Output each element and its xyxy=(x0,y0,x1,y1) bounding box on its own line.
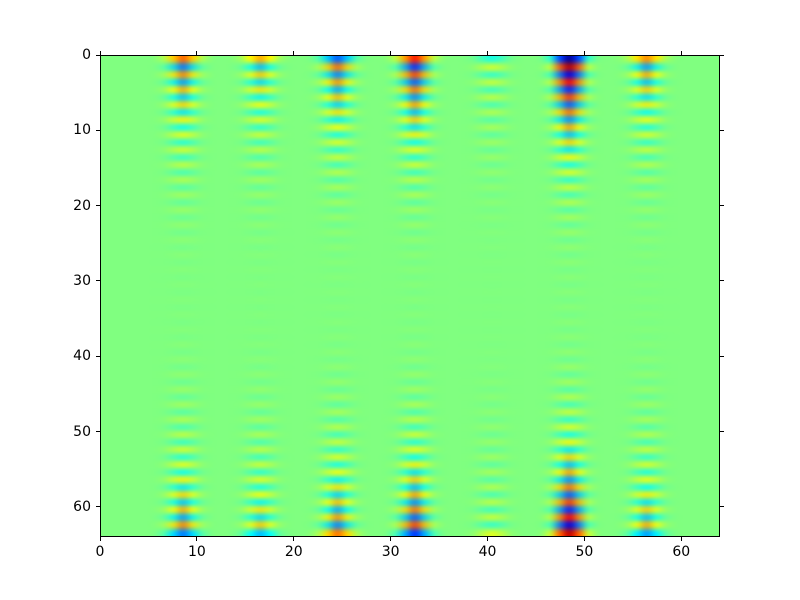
y-tick-mark-right xyxy=(720,54,724,56)
x-tick-mark-top xyxy=(680,51,682,55)
x-tick-label: 50 xyxy=(575,544,594,560)
y-tick-label: 30 xyxy=(73,272,91,289)
x-tick-mark-top xyxy=(583,51,585,55)
y-tick-label: 60 xyxy=(73,498,91,515)
y-tick-mark xyxy=(96,129,100,131)
x-tick-mark xyxy=(583,537,585,541)
y-tick-label: 0 xyxy=(82,47,91,63)
heatmap-axes xyxy=(100,55,720,537)
x-tick-mark-top xyxy=(196,51,198,55)
y-tick-mark xyxy=(96,506,100,508)
x-tick-mark xyxy=(196,537,198,541)
y-tick-mark-right xyxy=(720,129,724,131)
x-tick-mark-top xyxy=(390,51,392,55)
y-tick-mark xyxy=(96,54,100,56)
y-tick-mark xyxy=(96,280,100,282)
y-tick-label: 50 xyxy=(73,423,91,440)
x-tick-mark-top xyxy=(487,51,488,55)
y-tick-mark xyxy=(96,205,100,207)
x-tick-label: 40 xyxy=(478,544,497,560)
y-tick-mark-right xyxy=(720,205,724,207)
x-tick-mark xyxy=(680,537,682,541)
x-tick-mark xyxy=(99,537,101,541)
x-tick-mark-top xyxy=(293,51,295,55)
y-tick-label: 10 xyxy=(73,122,91,139)
x-tick-label: 20 xyxy=(284,544,303,560)
x-tick-mark xyxy=(390,537,392,541)
x-tick-label: 0 xyxy=(95,544,105,560)
x-tick-mark xyxy=(487,537,488,541)
y-tick-mark xyxy=(96,355,100,357)
y-tick-mark-right xyxy=(720,355,724,357)
y-tick-label: 20 xyxy=(73,197,91,214)
y-tick-mark-right xyxy=(720,506,724,508)
y-tick-mark-right xyxy=(720,280,724,282)
y-tick-mark-right xyxy=(720,431,724,433)
y-tick-mark xyxy=(96,431,100,433)
x-tick-label: 10 xyxy=(187,544,206,560)
x-tick-mark xyxy=(293,537,295,541)
x-tick-label: 60 xyxy=(672,544,691,560)
y-tick-label: 40 xyxy=(73,348,91,365)
x-tick-label: 30 xyxy=(381,544,400,560)
heatmap-image xyxy=(101,56,719,536)
x-tick-mark-top xyxy=(99,51,101,55)
